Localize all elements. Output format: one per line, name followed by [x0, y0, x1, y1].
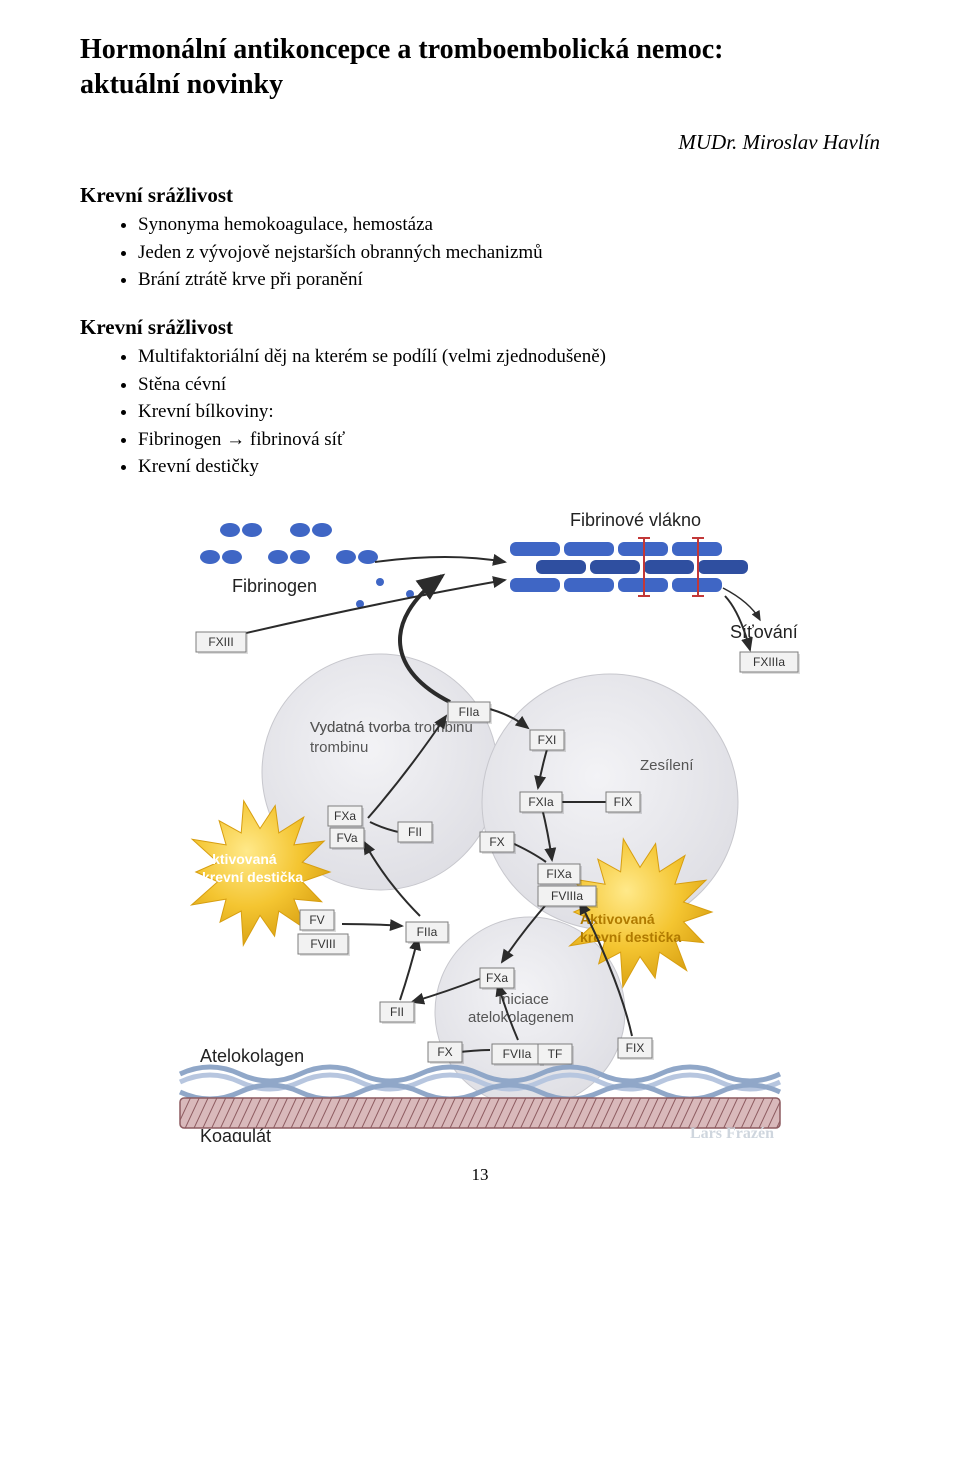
list-item: Jeden z vývojově nejstarších obranných m… [138, 240, 880, 266]
svg-text:FX: FX [437, 1045, 452, 1059]
list-item: Krevní bílkoviny: [138, 399, 880, 425]
svg-text:FVIIa: FVIIa [503, 1047, 532, 1061]
svg-text:Lars Frazén: Lars Frazén [690, 1125, 774, 1142]
svg-text:Aktivovaná: Aktivovaná [202, 851, 277, 867]
list-item: Stěna cévní [138, 372, 880, 398]
svg-text:FXIIIa: FXIIIa [753, 655, 785, 669]
svg-text:FVa: FVa [336, 831, 357, 845]
svg-text:FXI: FXI [538, 733, 557, 747]
list-item: Krevní destičky [138, 454, 880, 480]
svg-text:FX: FX [489, 835, 504, 849]
list-item: Multifaktoriální děj na kterém se podílí… [138, 344, 880, 370]
label-fibrinogen: Fibrinogen [232, 576, 317, 596]
svg-text:FV: FV [309, 913, 324, 927]
svg-text:FVIII: FVIII [310, 937, 335, 951]
svg-text:FII: FII [390, 1005, 404, 1019]
section1-heading: Krevní srážlivost [80, 183, 880, 208]
label-crosslink: Síťování [730, 622, 798, 642]
svg-text:FXIa: FXIa [528, 795, 554, 809]
svg-text:FXa: FXa [486, 971, 508, 985]
svg-text:FIIa: FIIa [459, 705, 480, 719]
section1-list: Synonyma hemokoagulace, hemostáza Jeden … [80, 212, 880, 293]
svg-text:Zesílení: Zesílení [640, 757, 694, 774]
svg-text:TF: TF [548, 1047, 563, 1061]
section2-heading: Krevní srážlivost [80, 315, 880, 340]
svg-text:FIX: FIX [626, 1041, 645, 1055]
author-line: MUDr. Miroslav Havlín [80, 130, 880, 155]
svg-text:Vydatná tvorba: Vydatná tvorba [310, 719, 411, 736]
svg-text:FII: FII [408, 825, 422, 839]
section2-list: Multifaktoriální děj na kterém se podílí… [80, 344, 880, 480]
title-line-2: aktuální novinky [80, 69, 283, 100]
svg-text:trombinu: trombinu [310, 739, 368, 756]
svg-text:FXIII: FXIII [208, 635, 233, 649]
svg-text:FXa: FXa [334, 809, 356, 823]
list-item: Brání ztrátě krve při poranění [138, 267, 880, 293]
svg-text:Atelokolagen: Atelokolagen [200, 1046, 304, 1066]
svg-text:FVIIIa: FVIIIa [551, 889, 583, 903]
svg-text:atelokolagenem: atelokolagenem [468, 1009, 574, 1026]
svg-text:FIX: FIX [614, 795, 633, 809]
title-line-1: Hormonální antikoncepce a tromboembolick… [80, 34, 723, 65]
svg-text:FIIa: FIIa [417, 925, 438, 939]
svg-text:FIXa: FIXa [546, 867, 572, 881]
page-number: 13 [80, 1165, 880, 1185]
page-title: Hormonální antikoncepce a tromboembolick… [80, 32, 880, 102]
svg-text:krevní destička: krevní destička [202, 869, 303, 885]
fibrin-fiber [510, 538, 748, 596]
svg-text:Koagulát: Koagulát [200, 1126, 271, 1142]
label-fibrin-fiber: Fibrinové vlákno [570, 510, 701, 530]
list-item: Fibrinogen → fibrinová síť [138, 427, 880, 453]
coagulation-diagram: Fibrinogen [150, 502, 810, 1147]
list-item: Synonyma hemokoagulace, hemostáza [138, 212, 880, 238]
